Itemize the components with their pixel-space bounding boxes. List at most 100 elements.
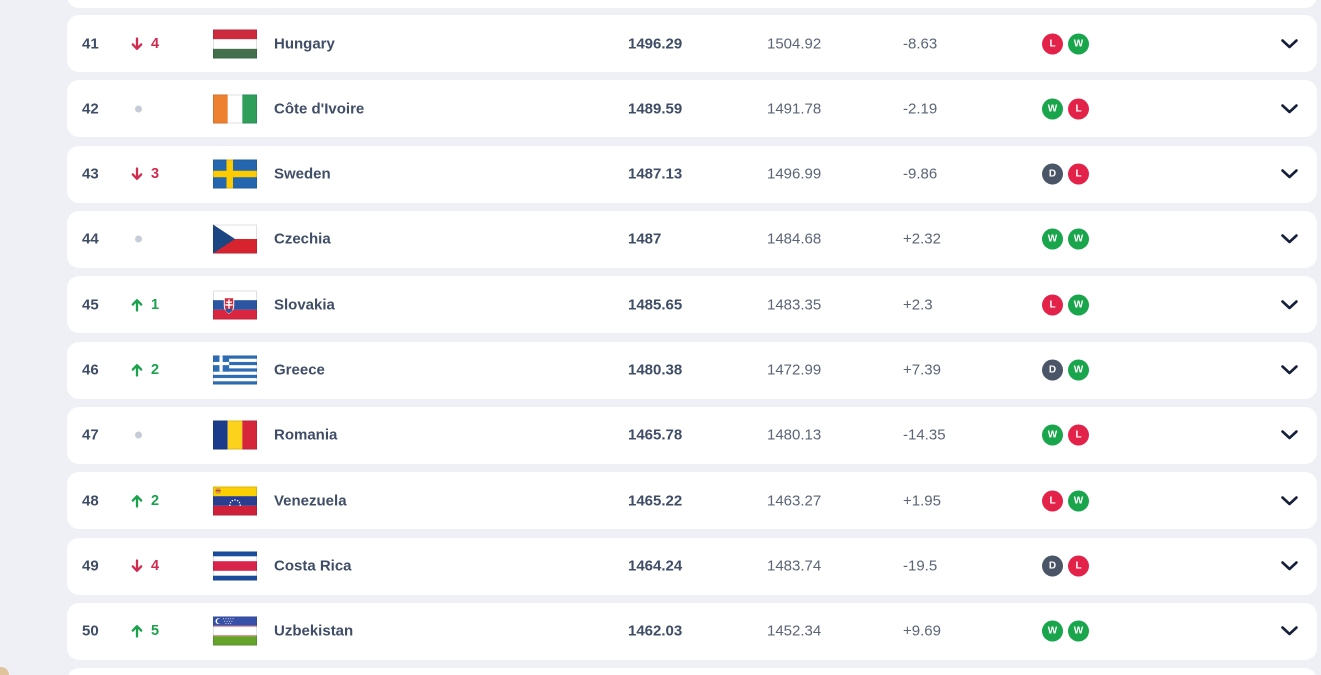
total-points: 1489.59 (628, 100, 683, 118)
expand-chevron-icon[interactable] (1280, 625, 1299, 637)
points-difference: +2.3 (903, 296, 933, 314)
match-result-badge-w: W (1068, 294, 1089, 316)
rank-number: 43 (82, 165, 99, 183)
match-result-badge-d: D (1042, 555, 1063, 577)
total-points: 1487 (628, 230, 662, 248)
rank-change: 4 (130, 36, 188, 52)
expand-chevron-icon[interactable] (1280, 233, 1299, 245)
match-result-badge-w: W (1042, 98, 1063, 120)
country-name: Costa Rica (274, 557, 352, 575)
match-result-badge-l: L (1068, 424, 1089, 446)
no-change-dot-icon (135, 235, 142, 243)
rank-change (130, 431, 188, 439)
rank-change-places: 4 (151, 558, 160, 575)
points-difference: -8.63 (903, 35, 938, 52)
total-points: 1465.78 (628, 426, 683, 444)
expand-chevron-icon[interactable] (1280, 168, 1299, 180)
change-up-icon (131, 298, 143, 312)
change-down-icon (131, 36, 143, 50)
total-points: 1496.29 (628, 35, 683, 52)
country-name: Hungary (274, 35, 335, 52)
country-name: Venezuela (274, 492, 347, 510)
match-result-badge-l: L (1068, 163, 1089, 185)
ranking-row[interactable]: 42 Côte d'Ivoire 1489.59 1491.78 -2.19 W… (67, 80, 1317, 138)
rank-change-places: 2 (151, 492, 160, 509)
match-result-badge-w: W (1068, 33, 1089, 54)
previous-points: 1452.34 (767, 622, 822, 640)
rank-change-places: 5 (151, 623, 160, 640)
rank-number: 49 (82, 557, 99, 575)
rank-change: 1 (130, 297, 188, 313)
previous-points: 1491.78 (767, 100, 822, 118)
total-points: 1480.38 (628, 361, 683, 379)
match-result-badge-l: L (1068, 98, 1089, 120)
points-difference: +7.39 (903, 361, 941, 379)
points-difference: -14.35 (903, 426, 946, 444)
rank-change (130, 105, 188, 113)
total-points: 1464.24 (628, 557, 683, 575)
rank-change-places: 3 (151, 166, 160, 183)
expand-chevron-icon[interactable] (1280, 299, 1299, 311)
rank-change-places: 1 (151, 296, 160, 313)
country-flag-icon (213, 159, 257, 189)
country-flag-icon (213, 616, 257, 646)
change-up-icon (131, 364, 143, 377)
previous-points: 1504.92 (767, 35, 822, 52)
rank-number: 48 (82, 492, 99, 510)
expand-chevron-icon[interactable] (1280, 103, 1299, 115)
previous-points: 1472.99 (767, 361, 822, 379)
total-points: 1465.22 (628, 492, 683, 510)
total-points: 1487.13 (628, 165, 683, 183)
expand-chevron-icon[interactable] (1280, 495, 1299, 507)
country-flag-icon (213, 29, 257, 58)
change-up-icon (131, 625, 143, 639)
expand-chevron-icon[interactable] (1280, 560, 1299, 572)
country-flag-icon (213, 290, 257, 320)
country-name: Uzbekistan (274, 622, 354, 640)
previous-points: 1480.13 (767, 426, 822, 444)
expand-chevron-icon[interactable] (1280, 364, 1299, 376)
country-flag-icon (213, 94, 257, 124)
rank-number: 41 (82, 35, 99, 52)
country-flag-icon (213, 420, 257, 450)
country-flag-icon (213, 486, 257, 516)
country-name: Czechia (274, 230, 331, 248)
match-result-badge-l: L (1068, 555, 1089, 577)
rank-change: 5 (130, 623, 188, 639)
points-difference: +2.32 (903, 230, 941, 248)
match-result-badge-w: W (1068, 228, 1089, 250)
rank-number: 42 (82, 100, 99, 118)
match-result-badge-l: L (1042, 294, 1063, 316)
country-flag-icon (213, 355, 257, 385)
country-name: Sweden (274, 165, 331, 183)
total-points: 1462.03 (628, 622, 683, 640)
previous-points: 1483.74 (767, 557, 822, 575)
country-name: Côte d'Ivoire (274, 100, 365, 118)
points-difference: -9.86 (903, 165, 938, 183)
change-down-icon (131, 559, 143, 573)
expand-chevron-icon[interactable] (1280, 38, 1299, 50)
match-result-badge-l: L (1042, 33, 1063, 54)
match-result-badge-w: W (1068, 490, 1089, 512)
points-difference: -19.5 (903, 557, 938, 575)
change-up-icon (131, 494, 143, 508)
rank-number: 50 (82, 622, 99, 640)
expand-chevron-icon[interactable] (1280, 429, 1299, 441)
rank-change-places: 4 (151, 35, 160, 52)
